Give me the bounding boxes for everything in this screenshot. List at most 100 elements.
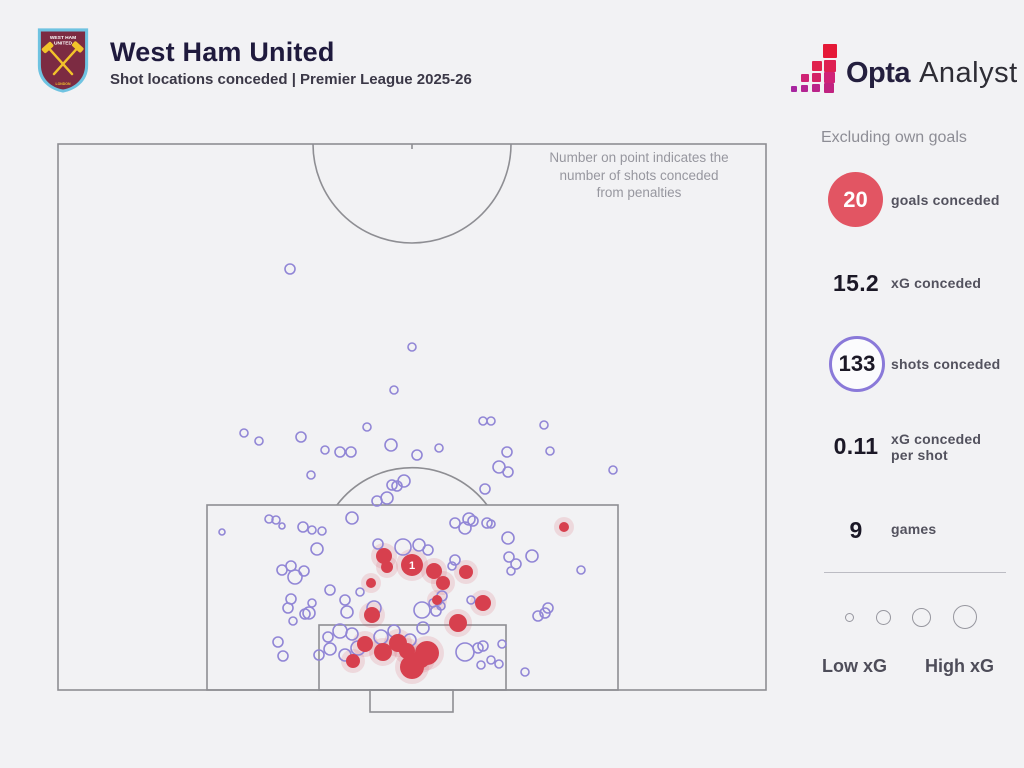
goals-conceded-label: goals conceded — [891, 192, 1000, 208]
xg-per-shot-value: 0.11 — [833, 433, 879, 459]
shot-dot — [345, 627, 359, 641]
shot-dot — [264, 514, 274, 524]
shot-dot — [284, 263, 296, 275]
penalty-goal-dot — [401, 554, 423, 576]
goal-dot — [399, 643, 415, 659]
xg-conceded-value: 15.2 — [833, 270, 879, 296]
goal-dot — [415, 641, 439, 665]
penalty-count-label: 1 — [409, 560, 415, 572]
legend-size-circle — [952, 605, 977, 629]
xg-per-shot-label-line2: per shot — [891, 447, 948, 463]
shot-dot — [466, 595, 476, 605]
opta-logo-square — [824, 83, 834, 93]
shot-dot — [486, 655, 496, 665]
shot-dot — [576, 565, 586, 575]
goal-dot — [364, 607, 380, 623]
penalty-arc — [336, 466, 488, 506]
shot-dot — [413, 601, 431, 619]
shot-dot — [411, 449, 423, 461]
shot-dot — [386, 479, 398, 491]
shot-dot — [355, 587, 365, 597]
shot-dot — [532, 610, 544, 622]
shot-dot — [307, 598, 317, 608]
goals-conceded-value: 20 — [843, 186, 868, 212]
shot-dot — [295, 431, 307, 443]
shot-dot — [608, 465, 618, 475]
shot-dot — [412, 538, 426, 552]
opta-logo-square — [824, 72, 835, 83]
crest-text-line2: UNITED — [54, 40, 73, 46]
pitch-outline — [57, 143, 767, 691]
opta-logo-square — [812, 73, 821, 82]
penalty-annotation: Number on point indicates the number of … — [538, 149, 740, 202]
shots-conceded-label: shots conceded — [891, 356, 1001, 372]
games-label: games — [891, 521, 937, 537]
shot-dot — [407, 342, 417, 352]
shot-dot — [324, 584, 336, 596]
penalty-annotation-line1: Number on point indicates the — [549, 150, 729, 165]
shot-dot — [339, 594, 351, 606]
shot-dot — [501, 531, 515, 545]
shot-dot — [277, 650, 289, 662]
shot-dot — [455, 642, 475, 662]
legend-size-circle — [875, 609, 891, 625]
goal-dot — [459, 565, 473, 579]
shot-dot — [430, 605, 442, 617]
shot-dot — [472, 642, 484, 654]
xg-size-legend — [845, 602, 977, 632]
shot-dot — [477, 640, 489, 652]
shot-dot — [345, 511, 359, 525]
shot-dot — [380, 491, 394, 505]
opta-logo-square — [812, 61, 822, 71]
shot-dot — [310, 542, 324, 556]
shot-dot — [497, 639, 507, 649]
shot-dot — [302, 606, 316, 620]
opta-logo-square — [823, 44, 837, 58]
shot-dot — [545, 446, 555, 456]
shot-dot — [317, 526, 327, 536]
centre-circle-arc — [312, 143, 512, 244]
shot-dot — [467, 515, 479, 527]
goal-dot — [381, 561, 393, 573]
shot-dot — [282, 602, 294, 614]
shot-dot — [492, 460, 506, 474]
shot-dot — [520, 667, 530, 677]
shot-dot — [332, 623, 348, 639]
games-value: 9 — [849, 517, 863, 543]
shot-dot — [449, 517, 461, 529]
penalty-annotation-line2: number of shots conceded — [559, 167, 719, 183]
goal-dot — [376, 548, 392, 564]
shot-dot — [539, 420, 549, 430]
shot-dots-layer: 1 — [218, 263, 618, 679]
opta-logo-square — [791, 86, 797, 92]
goal-dot — [475, 595, 491, 611]
shot-dot — [362, 422, 372, 432]
shot-dot — [276, 564, 288, 576]
shot-dot — [307, 525, 317, 535]
goal-dot — [426, 563, 442, 579]
shot-dot — [481, 517, 493, 529]
shot-dot — [416, 621, 430, 635]
xg-conceded-label: xG conceded — [891, 275, 982, 291]
shot-dot — [501, 446, 513, 458]
goal-dot — [559, 522, 569, 532]
shot-dot — [525, 549, 539, 563]
goal-dot — [449, 614, 467, 632]
shot-dot — [287, 569, 303, 585]
shot-dot — [322, 631, 334, 643]
shot-dot — [384, 438, 398, 452]
xg-per-shot-label-line1: xG conceded — [891, 431, 982, 447]
legend-high-xg-label: High xG — [925, 656, 995, 676]
penalty-annotation-line3: from penalties — [596, 185, 682, 200]
goal-dot — [374, 643, 392, 661]
shot-dot — [323, 642, 337, 656]
opta-logo-word2: Analyst — [919, 57, 1018, 89]
shot-dot — [271, 515, 281, 525]
shot-dot — [422, 544, 434, 556]
shot-dot — [313, 649, 325, 661]
shot-dot — [476, 660, 486, 670]
crest-text-line1: WEST HAM — [50, 35, 76, 41]
shot-dot — [478, 416, 488, 426]
